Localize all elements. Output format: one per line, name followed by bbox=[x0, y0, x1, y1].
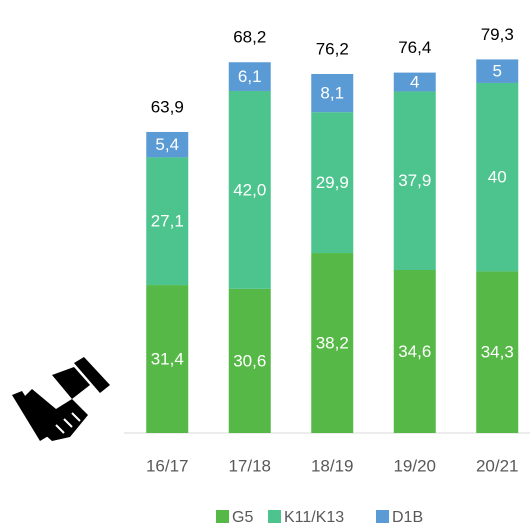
bar-segment bbox=[311, 112, 354, 254]
total-label: 76,2 bbox=[316, 39, 349, 58]
segment-label: 29,9 bbox=[316, 173, 349, 192]
legend-swatch bbox=[376, 510, 389, 523]
bar-segment bbox=[228, 62, 271, 91]
bar-segment bbox=[146, 131, 189, 158]
segment-label: 38,2 bbox=[316, 334, 349, 353]
bar-segment bbox=[393, 269, 436, 433]
bar-segment bbox=[311, 74, 354, 113]
x-tick-label: 16/17 bbox=[146, 456, 189, 475]
segment-label: 42,0 bbox=[233, 180, 266, 199]
x-tick-label: 19/20 bbox=[393, 456, 436, 475]
segment-label: 34,3 bbox=[481, 343, 514, 362]
segment-label: 4 bbox=[410, 73, 419, 92]
bar-segment bbox=[476, 82, 519, 272]
bar-segment bbox=[393, 72, 436, 92]
segment-label: 5,4 bbox=[155, 135, 179, 154]
legend-swatch bbox=[216, 510, 229, 523]
segment-label: 27,1 bbox=[151, 212, 184, 231]
segment-label: 5 bbox=[493, 62, 502, 81]
bar-segment bbox=[311, 253, 354, 433]
bar-segment bbox=[228, 90, 271, 289]
bar-segment bbox=[146, 285, 189, 433]
legend-label: G5 bbox=[232, 509, 253, 526]
total-label: 68,2 bbox=[233, 28, 266, 47]
legend-swatch bbox=[268, 510, 281, 523]
total-label: 76,4 bbox=[398, 38, 431, 57]
bar-segment bbox=[146, 157, 189, 286]
legend-label: D1B bbox=[392, 509, 423, 526]
segment-label: 37,9 bbox=[398, 171, 431, 190]
x-tick-label: 17/18 bbox=[228, 456, 271, 475]
x-tick-label: 18/19 bbox=[311, 456, 354, 475]
bar-segment bbox=[228, 288, 271, 433]
segment-label: 40 bbox=[488, 168, 507, 187]
bar-segment bbox=[476, 271, 519, 433]
total-label: 79,3 bbox=[481, 25, 514, 44]
segment-label: 34,6 bbox=[398, 342, 431, 361]
segment-label: 8,1 bbox=[320, 84, 344, 103]
handshake-icon bbox=[12, 357, 110, 441]
segment-label: 6,1 bbox=[238, 67, 262, 86]
bar-segment bbox=[476, 59, 519, 83]
total-label: 63,9 bbox=[151, 97, 184, 116]
segment-label: 31,4 bbox=[151, 350, 184, 369]
legend-label: K11/K13 bbox=[284, 509, 344, 526]
bar-segment bbox=[393, 91, 436, 270]
segment-label: 30,6 bbox=[233, 351, 266, 370]
x-tick-label: 20/21 bbox=[476, 456, 519, 475]
